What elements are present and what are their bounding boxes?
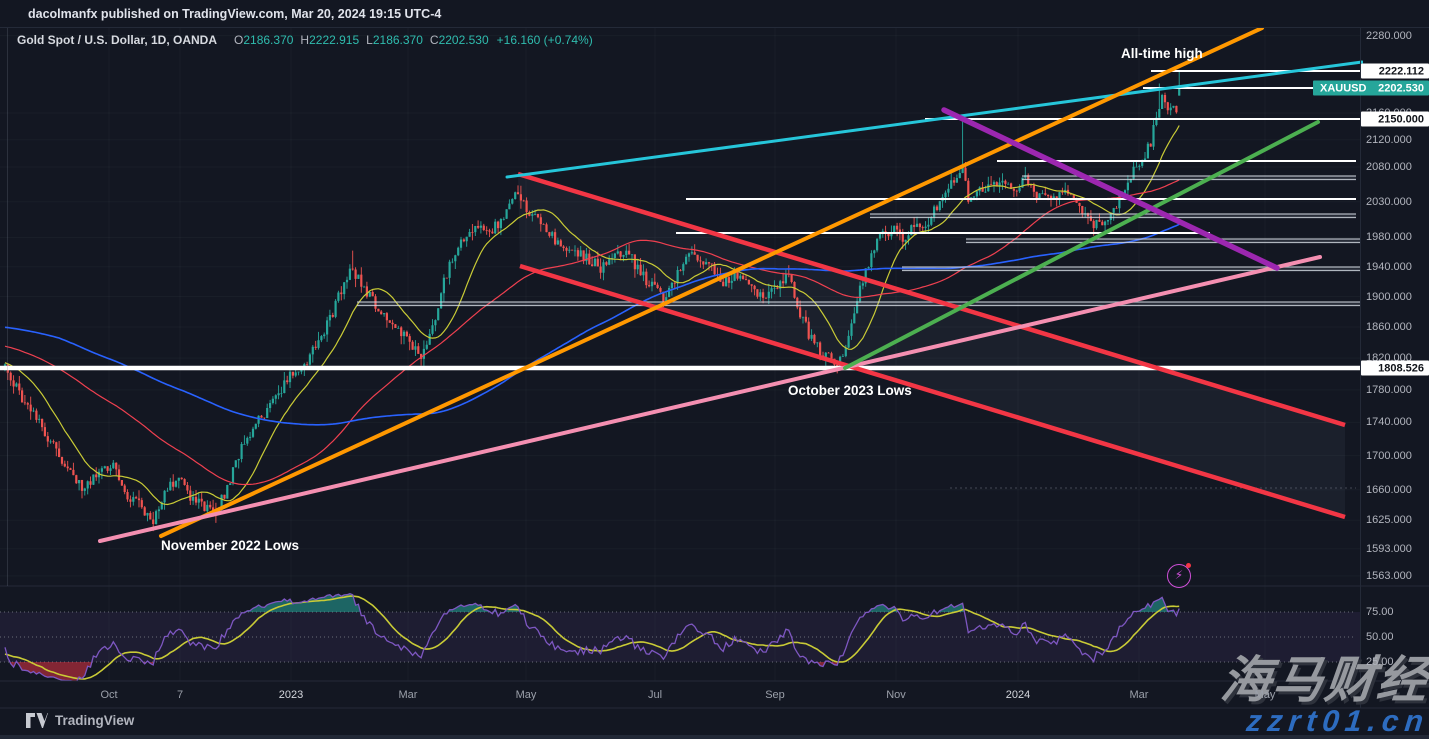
price-axis-tick: 2080.000 <box>1366 160 1412 173</box>
all-time-high-label[interactable]: All-time high <box>1121 46 1203 61</box>
price-level-label: 1808.526 <box>1361 360 1429 376</box>
price-level-label: 2222.112 <box>1361 63 1429 79</box>
ohlc-value: 2186.370 <box>372 33 423 47</box>
sma-mid-line <box>4 179 1180 486</box>
price-axis-tick: 1900.000 <box>1366 290 1412 303</box>
bottom-strip <box>0 735 1429 739</box>
time-axis-tick: 2023 <box>278 689 304 701</box>
price-axis-tick: 1860.000 <box>1366 320 1412 333</box>
ohlc-values: O2186.370 H2222.915 L2186.370 C2202.530 <box>227 33 489 47</box>
cyan-rising-resistance[interactable] <box>505 60 1363 179</box>
price-axis-tick: 1660.000 <box>1366 483 1412 496</box>
chart-legend: Gold Spot / U.S. Dollar, 1D, OANDA O2186.… <box>17 33 593 47</box>
notification-dot <box>1186 563 1191 568</box>
change-value: +16.160 (+0.74%) <box>496 33 593 47</box>
price-axis-tick: 1563.000 <box>1366 569 1412 582</box>
current-price-label: 2202.530 <box>1361 80 1429 96</box>
ohlc-value: 2202.530 <box>438 33 489 47</box>
time-axis-tick: Nov <box>886 689 906 701</box>
time-axis-tick: Mar <box>398 689 418 701</box>
time-axis-tick: Oct <box>100 689 118 701</box>
trendlines <box>98 28 1363 543</box>
price-level-label: 2150.000 <box>1361 111 1429 127</box>
gridlines <box>0 28 1360 681</box>
lightning-icon: ⚡ <box>1174 568 1184 582</box>
price-axis-tick: 2030.000 <box>1366 195 1412 208</box>
rsi-axis-tick: 25.00 <box>1366 656 1394 668</box>
watermark-url-text: zzrt01.cn <box>1244 705 1429 738</box>
tradingview-logo-text: TradingView <box>55 713 135 728</box>
price-axis-tick: 1700.000 <box>1366 449 1412 462</box>
orange-longterm-trendline[interactable] <box>159 28 1264 538</box>
horizontal-levels[interactable] <box>0 70 1362 489</box>
time-axis-tick: 7 <box>176 689 184 701</box>
price-axis-tick: 1980.000 <box>1366 231 1412 244</box>
flash-reaction-button[interactable]: ⚡ <box>1167 563 1191 588</box>
rsi-axis-tick: 50.00 <box>1366 631 1394 643</box>
symbol-title[interactable]: Gold Spot / U.S. Dollar, 1D, OANDA <box>17 33 218 47</box>
october-2023-lows-label[interactable]: October 2023 Lows <box>788 383 912 398</box>
time-axis-tick: Sep <box>765 689 785 701</box>
price-axis-tick: 1593.000 <box>1366 542 1412 555</box>
sma-slow-line <box>4 223 1180 426</box>
price-axis-tick: 2280.000 <box>1366 29 1412 42</box>
purple-descending-trendline[interactable] <box>941 107 1280 271</box>
red-channel-upper[interactable] <box>517 171 1346 428</box>
ohlc-key: O <box>234 33 244 47</box>
time-axis[interactable] <box>0 681 1360 708</box>
attribution-text: dacolmanfx published on TradingView.com,… <box>28 7 442 21</box>
ohlc-key: H <box>300 33 310 47</box>
price-axis-tick: 2120.000 <box>1366 133 1412 146</box>
time-axis-tick: 2024 <box>1005 689 1031 701</box>
time-axis-tick: Mar <box>1129 689 1149 701</box>
ohlc-key: C <box>429 33 439 47</box>
price-axis-tick: 1625.000 <box>1366 514 1412 527</box>
rsi-pane[interactable] <box>0 593 1360 682</box>
ohlc-value: 2186.370 <box>243 33 294 47</box>
price-axis-tick: 1740.000 <box>1366 416 1412 429</box>
ohlc-value: 2222.915 <box>309 33 360 47</box>
ohlc-key: L <box>366 33 373 47</box>
november-2022-lows-label[interactable]: November 2022 Lows <box>161 538 300 553</box>
price-axis-tick: 1780.000 <box>1366 383 1412 396</box>
time-axis-tick: May <box>515 689 537 701</box>
time-axis-tick: May <box>1254 689 1276 701</box>
pink-trendline-2022-lows[interactable] <box>98 255 1322 543</box>
symbol-tag: XAUUSD <box>1313 80 1374 96</box>
rsi-axis-tick: 75.00 <box>1366 606 1394 618</box>
sma-fast-line <box>4 125 1180 506</box>
rsi-ma-line <box>4 595 1180 680</box>
rsi-line <box>4 593 1180 681</box>
tradingview-logo-icon <box>26 713 48 728</box>
time-axis-tick: Jul <box>647 689 663 701</box>
green-trendline-oct-2023[interactable] <box>843 120 1320 370</box>
price-axis-tick: 1940.000 <box>1366 260 1412 273</box>
tradingview-logo[interactable]: TradingView <box>26 713 134 728</box>
